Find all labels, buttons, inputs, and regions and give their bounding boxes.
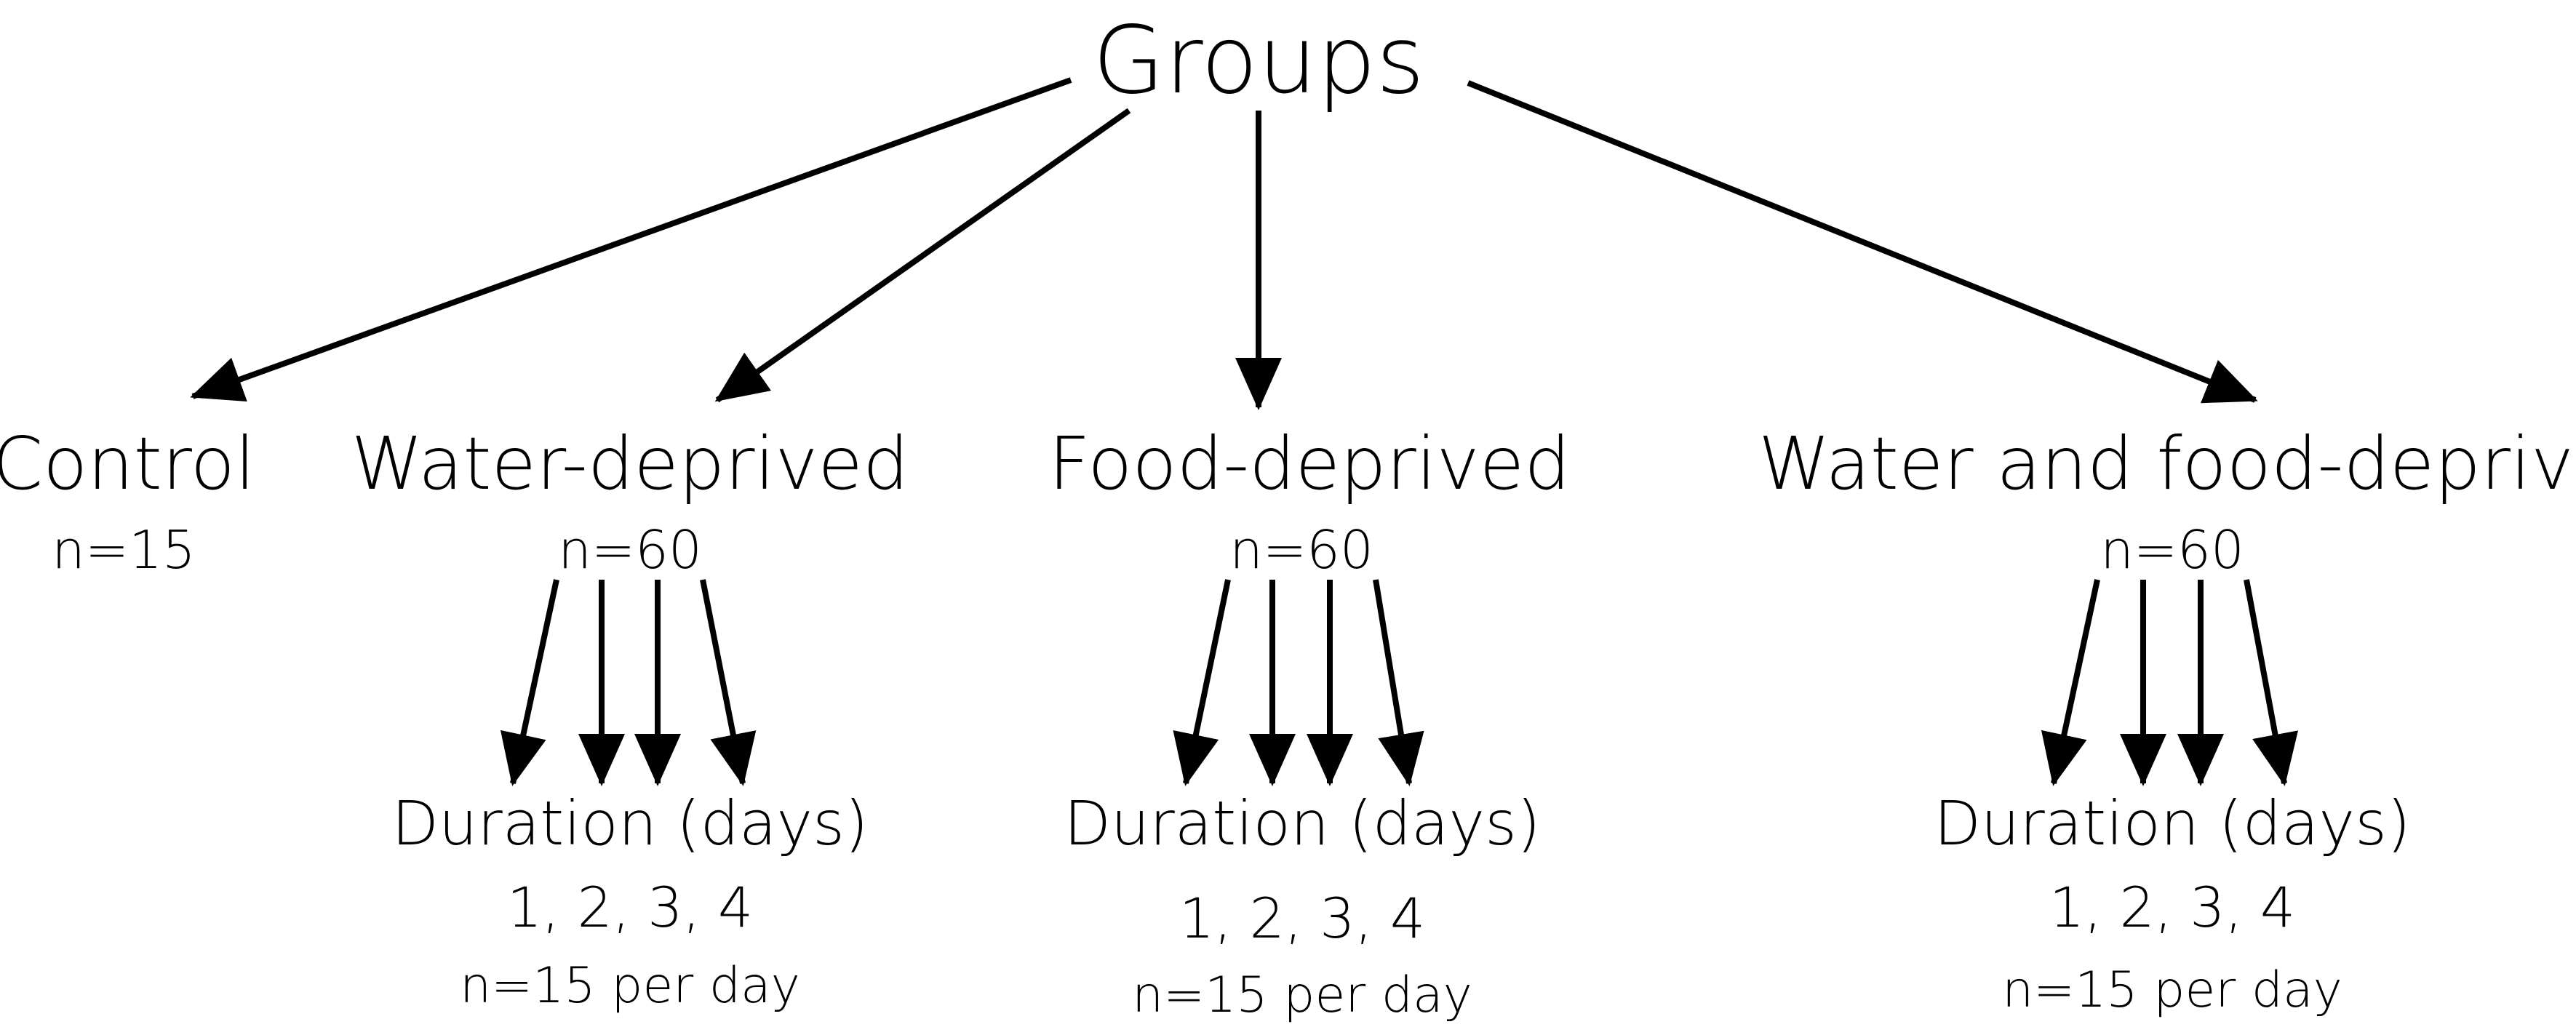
arrow-both-day-1 — [2041, 579, 2100, 786]
root-label: Groups — [1092, 7, 1425, 115]
group-food-deprived-label: Food-deprived — [1048, 421, 1571, 506]
water-deprived-duration-label: Duration (days) — [391, 788, 869, 859]
water-deprived-days: 1, 2, 3, 4 — [506, 875, 754, 940]
water-and-food-deprived-days: 1, 2, 3, 4 — [2049, 875, 2296, 940]
water-and-food-deprived-per-day: n=15 per day — [2002, 962, 2342, 1019]
food-deprived-days: 1, 2, 3, 4 — [1179, 886, 1426, 951]
arrow-water-day-4 — [700, 579, 757, 786]
arrow-water-day-1 — [500, 579, 559, 786]
group-water-deprived-label: Water-deprived — [351, 421, 909, 506]
water-and-food-deprived-duration-label: Duration (days) — [1934, 788, 2411, 859]
group-water-and-food-deprived-label: Water and food-deprived — [1758, 421, 2576, 506]
arrow-food-day-1 — [1173, 579, 1231, 786]
food-deprived-duration-label: Duration (days) — [1064, 788, 1541, 859]
arrow-groups-to-control — [190, 77, 1072, 402]
food-deprived-per-day: n=15 per day — [1132, 967, 1472, 1024]
water-deprived-per-day: n=15 per day — [460, 957, 800, 1015]
group-water-deprived-count: n=60 — [558, 519, 702, 580]
arrow-groups-to-water-deprived — [714, 108, 1131, 403]
group-control-count: n=15 — [52, 519, 196, 580]
group-control-label: Control — [0, 421, 255, 506]
group-food-deprived-count: n=60 — [1229, 519, 1373, 580]
group-water-and-food-deprived-count: n=60 — [2100, 519, 2244, 580]
arrow-food-day-4 — [1373, 579, 1424, 786]
arrow-both-day-4 — [2244, 579, 2299, 786]
arrow-groups-to-water-and-food-deprived — [1467, 80, 2258, 404]
